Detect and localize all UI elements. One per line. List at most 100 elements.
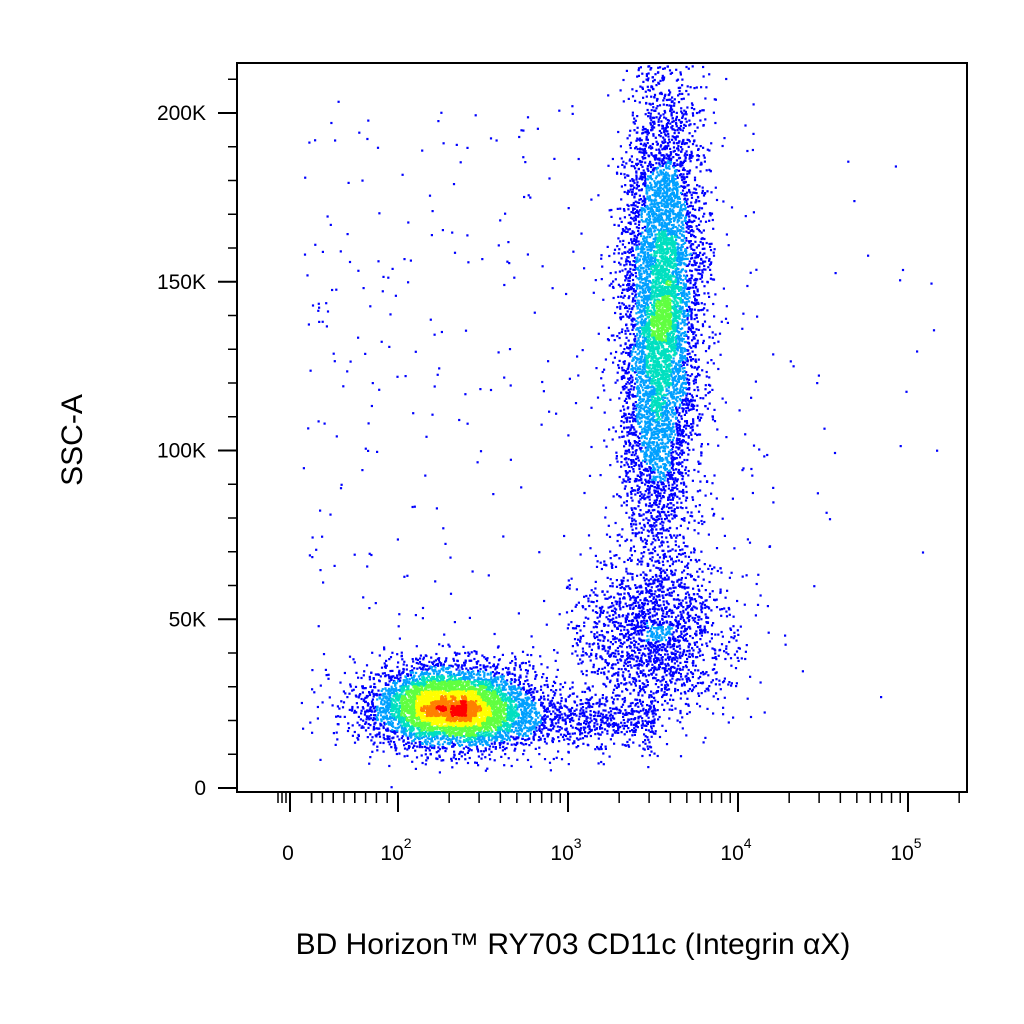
data-point: [636, 646, 639, 649]
data-point: [594, 593, 597, 596]
data-point: [847, 160, 850, 163]
data-point: [653, 501, 656, 505]
data-point: [685, 420, 688, 423]
data-point: [611, 629, 614, 632]
data-point: [688, 157, 691, 160]
data-point: [577, 718, 581, 721]
data-point: [665, 686, 668, 689]
data-point: [605, 685, 608, 688]
data-point: [677, 154, 680, 157]
data-point: [628, 673, 631, 676]
data-point: [687, 93, 690, 96]
data-point: [635, 527, 638, 530]
data-point: [369, 305, 372, 308]
data-point: [706, 309, 709, 312]
data-point: [391, 669, 394, 672]
data-point: [555, 730, 558, 733]
data-point: [590, 648, 593, 651]
data-point: [604, 563, 607, 566]
data-point: [629, 188, 632, 191]
data-point: [367, 119, 370, 122]
data-point: [556, 651, 559, 654]
data-point: [692, 661, 695, 664]
data-point: [340, 700, 343, 703]
data-point: [339, 715, 342, 718]
data-point: [593, 621, 596, 624]
data-point: [489, 137, 493, 140]
data-point: [590, 719, 593, 722]
data-point: [638, 522, 641, 525]
data-point: [677, 86, 680, 89]
data-point: [635, 698, 639, 701]
data-point: [688, 618, 691, 621]
data-point: [619, 217, 622, 220]
data-point: [558, 728, 561, 732]
data-point: [594, 587, 597, 590]
data-point: [625, 351, 628, 354]
data-point: [646, 138, 649, 141]
data-point: [578, 712, 581, 715]
data-point: [683, 424, 687, 427]
data-point: [360, 726, 363, 729]
data-point: [687, 611, 690, 614]
data-point: [349, 360, 352, 363]
data-point: [633, 677, 636, 680]
data-point: [672, 504, 675, 507]
data-point: [623, 190, 626, 194]
data-point: [620, 316, 623, 319]
data-point: [690, 277, 693, 280]
data-point: [646, 583, 649, 586]
data-point: [554, 681, 557, 685]
data-point: [621, 386, 624, 389]
data-point: [401, 658, 404, 661]
data-point: [464, 661, 467, 664]
data-point: [691, 65, 694, 68]
data-point: [477, 750, 480, 753]
data-point: [707, 443, 710, 446]
data-point: [674, 652, 677, 655]
data-point: [655, 598, 658, 601]
data-point: [598, 703, 601, 706]
data-point: [700, 309, 703, 312]
data-point: [743, 603, 746, 606]
data-point: [573, 701, 577, 704]
data-point: [351, 724, 354, 727]
data-point: [642, 173, 645, 176]
data-point: [530, 635, 533, 638]
data-point: [616, 335, 619, 338]
data-point: [603, 637, 606, 640]
data-point: [593, 671, 597, 674]
data-point: [643, 683, 646, 686]
data-point: [629, 388, 632, 391]
data-point: [632, 658, 635, 661]
data-point: [664, 729, 667, 732]
data-point: [546, 707, 549, 710]
data-point: [619, 312, 622, 316]
data-point: [834, 272, 837, 275]
data-point: [687, 555, 691, 558]
data-point: [700, 605, 703, 608]
data-point: [653, 578, 657, 581]
data-point: [524, 662, 527, 665]
data-point: [685, 191, 689, 194]
data-point: [366, 736, 369, 739]
data-point: [715, 198, 719, 202]
data-point: [707, 674, 710, 677]
data-point: [714, 633, 717, 636]
data-point: [680, 107, 683, 110]
data-point: [656, 510, 660, 513]
data-point: [609, 679, 612, 682]
data-point: [588, 703, 591, 706]
data-point: [663, 571, 666, 574]
data-point: [660, 689, 663, 692]
data-point: [685, 666, 688, 669]
data-point: [690, 308, 693, 311]
data-point: [669, 147, 672, 150]
data-point: [688, 155, 691, 158]
data-point: [683, 413, 686, 416]
data-point: [620, 257, 623, 260]
data-point: [475, 761, 478, 764]
data-point: [458, 752, 461, 755]
data-point: [608, 614, 611, 617]
data-point: [637, 67, 641, 70]
